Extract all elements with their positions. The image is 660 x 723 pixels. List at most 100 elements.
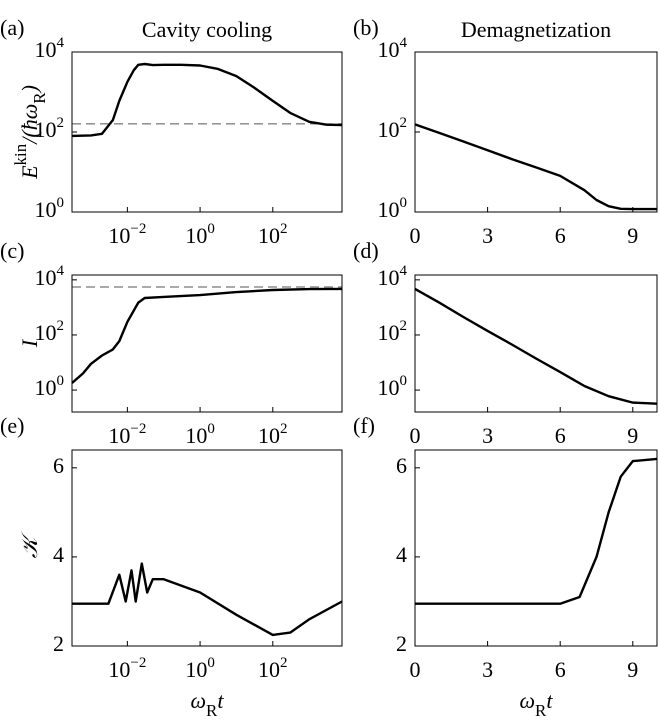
x-tick-label: 6 [555, 223, 566, 248]
y-tick-label: 102 [35, 318, 65, 345]
x-tick-label: 3 [482, 423, 493, 448]
tick-base: 10 [378, 197, 400, 222]
tick-exponent: 0 [207, 655, 215, 671]
data-line [415, 457, 658, 605]
x-tick-label: 3 [482, 223, 493, 248]
tick-exponent: 2 [280, 421, 288, 437]
y-tick-label: 104 [378, 263, 408, 290]
tick-exponent: 0 [400, 195, 408, 211]
x-axis-label: ωRt [190, 688, 224, 720]
x-tick-label: 9 [627, 657, 638, 682]
tick-exponent: 4 [400, 35, 408, 51]
x-tick-label: 10−2 [108, 221, 146, 248]
x-tick-label: 102 [258, 421, 288, 448]
tick-exponent: −2 [130, 421, 146, 437]
x-tick-label: 0 [410, 423, 421, 448]
axes-box [71, 449, 343, 647]
panel-label: (a) [0, 15, 24, 40]
x-tick-label: 3 [482, 657, 493, 682]
label-part: t [546, 688, 553, 713]
x-tick-label: 100 [185, 655, 215, 682]
x-axis-label: ωRt [519, 688, 553, 720]
tick-exponent: 0 [207, 221, 215, 237]
tick-base: 10 [378, 37, 400, 62]
x-tick-label: 6 [555, 423, 566, 448]
tick-exponent: −2 [130, 221, 146, 237]
label-part: R [535, 701, 547, 720]
x-tick-label: 102 [258, 655, 288, 682]
data-line [414, 123, 657, 211]
tick-exponent: 2 [280, 655, 288, 671]
tick-exponent: 0 [57, 195, 65, 211]
tick-base: 10 [35, 320, 57, 345]
y-tick-label: 104 [35, 35, 65, 62]
y-tick-label: 102 [35, 115, 65, 142]
label-part: R [206, 701, 218, 720]
axes-box [71, 51, 343, 213]
column-title: Cavity cooling [142, 17, 272, 42]
tick-base: 10 [258, 423, 280, 448]
label-part: E [17, 165, 42, 180]
x-tick-label: 0 [410, 223, 421, 248]
label-part: kin [11, 143, 30, 165]
x-tick-label: 9 [627, 423, 638, 448]
axes-box [71, 274, 343, 413]
x-tick-label: 100 [185, 221, 215, 248]
x-tick-label: 9 [627, 223, 638, 248]
panel-label: (c) [0, 238, 24, 263]
data-line [71, 287, 343, 384]
label-part: ω [519, 688, 535, 713]
data-line [71, 62, 343, 138]
tick-exponent: 2 [57, 318, 65, 334]
x-tick-label: 0 [410, 657, 421, 682]
label-part: ω [190, 688, 206, 713]
tick-base: 10 [185, 223, 207, 248]
data-line [414, 287, 658, 405]
tick-base: 10 [108, 223, 130, 248]
tick-base: 10 [378, 265, 400, 290]
label-part: I [17, 338, 42, 348]
tick-base: 10 [35, 375, 57, 400]
label-part: R [30, 92, 49, 104]
tick-base: 10 [185, 423, 207, 448]
tick-base: 10 [185, 657, 207, 682]
y-tick-label: 100 [378, 374, 408, 401]
tick-exponent: 4 [57, 35, 65, 51]
tick-base: 10 [108, 423, 130, 448]
axes-box [414, 449, 658, 647]
y-tick-label: 102 [378, 318, 408, 345]
tick-base: 10 [258, 223, 280, 248]
tick-base: 10 [108, 657, 130, 682]
axes-box [414, 51, 658, 213]
y-tick-label: 100 [35, 374, 65, 401]
data-line [72, 562, 343, 637]
tick-exponent: 2 [57, 115, 65, 131]
tick-exponent: 4 [400, 263, 408, 279]
y-tick-label: 104 [378, 35, 408, 62]
y-tick-label: 2 [53, 631, 64, 656]
label-part: /(ħω [17, 104, 42, 146]
tick-exponent: 2 [280, 221, 288, 237]
y-tick-label: 4 [53, 542, 64, 567]
x-tick-label: 6 [555, 657, 566, 682]
tick-base: 10 [258, 657, 280, 682]
tick-base: 10 [35, 117, 57, 142]
y-tick-label: 4 [396, 542, 407, 567]
label-part: t [217, 688, 224, 713]
axes-box [414, 274, 658, 413]
x-tick-label: 10−2 [108, 655, 146, 682]
label-part: ) [17, 85, 42, 94]
label-part: 𝒦 [17, 531, 42, 558]
tick-exponent: 2 [400, 115, 408, 131]
x-tick-label: 100 [185, 421, 215, 448]
y-tick-label: 104 [35, 263, 65, 290]
tick-exponent: 0 [57, 374, 65, 390]
tick-base: 10 [378, 320, 400, 345]
panel-label: (b) [353, 15, 379, 40]
panel-label: (e) [0, 413, 24, 438]
y-tick-label: 102 [378, 115, 408, 142]
tick-base: 10 [35, 197, 57, 222]
y-tick-label: 6 [53, 453, 64, 478]
tick-base: 10 [35, 265, 57, 290]
